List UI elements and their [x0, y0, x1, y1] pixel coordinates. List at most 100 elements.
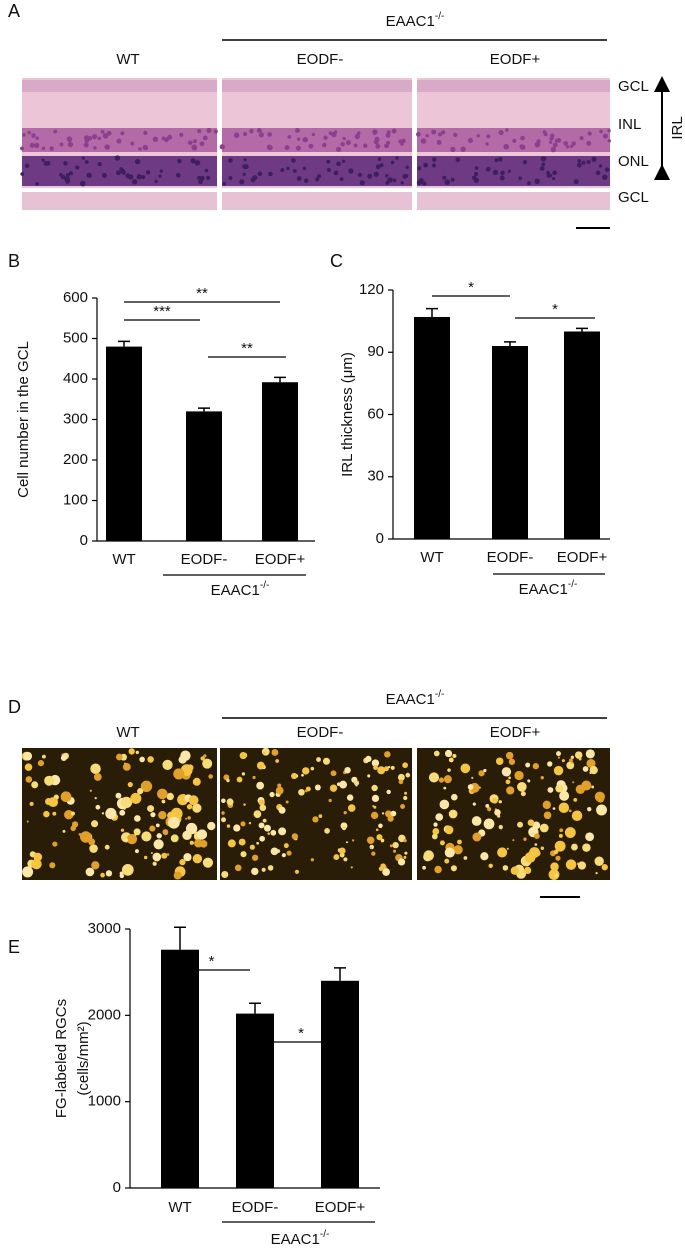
nucleus — [534, 178, 540, 185]
nucleus — [540, 156, 547, 162]
cell — [589, 765, 598, 775]
nucleus — [63, 161, 68, 166]
nucleus — [367, 173, 373, 179]
cell — [574, 751, 583, 759]
cell — [550, 862, 559, 871]
nucleus — [142, 144, 149, 151]
cell — [495, 757, 504, 765]
nucleus — [348, 168, 354, 174]
error-bar — [174, 926, 186, 950]
cell — [393, 849, 397, 853]
nucleus — [385, 180, 390, 185]
y-axis-label: (cells/mm²) — [75, 1021, 92, 1095]
cell — [435, 813, 444, 821]
nucleus — [138, 147, 142, 151]
nucleus — [75, 165, 80, 170]
cell — [226, 798, 234, 806]
nucleus — [154, 179, 158, 183]
column-label: EODF+ — [490, 724, 541, 741]
y-axis-label: FG-labeled RGCs — [53, 999, 70, 1118]
nucleus — [473, 171, 479, 177]
nucleus — [333, 130, 338, 134]
cell — [130, 792, 142, 804]
nucleus — [242, 131, 248, 137]
significance-label: * — [552, 301, 558, 318]
cell — [304, 789, 308, 793]
cell — [472, 802, 476, 806]
cell — [241, 772, 246, 776]
y-tick-label: 60 — [367, 405, 384, 422]
nucleus — [373, 171, 379, 177]
panel-label: D — [8, 697, 21, 717]
cell — [601, 864, 608, 871]
nucleus — [323, 135, 328, 140]
panel-label: A — [8, 1, 20, 21]
cell — [534, 833, 540, 839]
cell — [226, 778, 230, 783]
nucleus — [384, 174, 389, 178]
cell — [343, 811, 347, 815]
cell — [443, 786, 447, 790]
y-tick-label: 120 — [359, 281, 384, 298]
cell — [261, 867, 266, 872]
nucleus — [604, 167, 610, 172]
cell — [31, 858, 42, 870]
error-bar — [426, 307, 438, 317]
cell — [302, 767, 310, 775]
cell — [140, 780, 153, 793]
cell — [185, 822, 198, 835]
cell — [125, 838, 129, 842]
nucleus — [20, 172, 25, 176]
cell — [523, 866, 532, 875]
nucleus — [59, 173, 63, 177]
cell — [283, 843, 289, 849]
cell — [564, 827, 576, 838]
nucleus — [442, 175, 447, 180]
column-label: EODF- — [297, 51, 344, 68]
nucleus — [342, 136, 346, 141]
nucleus — [228, 175, 233, 180]
nucleus — [228, 158, 233, 163]
cell — [196, 829, 208, 840]
cell — [353, 780, 360, 786]
cell — [555, 784, 564, 793]
cell — [202, 758, 213, 769]
cell — [558, 802, 570, 814]
nucleus — [431, 129, 437, 135]
cell — [553, 849, 559, 855]
cell — [269, 791, 275, 798]
cell — [573, 797, 578, 802]
cell — [153, 839, 164, 850]
nucleus — [471, 175, 477, 181]
cell — [141, 831, 152, 842]
nucleus — [450, 177, 455, 182]
cell — [301, 773, 304, 777]
cell — [52, 841, 58, 847]
cell — [271, 749, 279, 756]
cell — [561, 759, 565, 763]
cell — [390, 765, 395, 770]
error-bar — [118, 340, 130, 347]
y-tick-label: 2000 — [88, 1006, 121, 1023]
cell — [582, 843, 591, 852]
nucleus — [291, 158, 296, 163]
cell — [256, 761, 265, 770]
cell — [512, 839, 515, 842]
cell — [527, 819, 535, 827]
cell — [450, 865, 457, 872]
cell — [314, 784, 321, 791]
cell — [285, 800, 289, 804]
cell — [183, 853, 192, 862]
cell — [134, 815, 141, 822]
cell — [162, 759, 173, 770]
cell — [453, 845, 463, 855]
cell — [343, 857, 348, 862]
cell — [552, 807, 556, 810]
cell — [270, 847, 279, 856]
nucleus — [199, 175, 205, 181]
nucleus — [444, 179, 451, 185]
cell — [240, 821, 246, 827]
cell — [438, 777, 445, 783]
nucleus — [336, 146, 342, 152]
nucleus — [136, 174, 142, 180]
